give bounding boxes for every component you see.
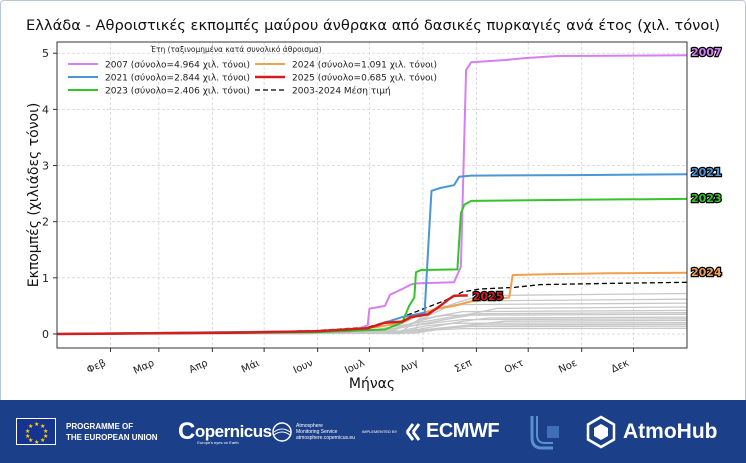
- y-tick-label: 2: [42, 216, 49, 229]
- eu-logo: ★ ★ ★ ★ ★ ★ ★ ★ ★ ★ PROGRAMME OF THE EUROPEAN …: [16, 400, 158, 463]
- series-end-label: 2023: [691, 192, 722, 205]
- eu-text-line2: THE EUROPEAN UNION: [66, 432, 158, 442]
- ams-line3: atmosphere.copernicus.eu: [296, 434, 355, 441]
- atmohub-logo: AtmoHub: [585, 400, 717, 463]
- x-tick-label: Αυγ: [399, 358, 421, 376]
- y-tick-label: 4: [42, 103, 49, 116]
- x-tick-label: Μαρ: [132, 358, 156, 377]
- institute-emblem-icon: [530, 415, 559, 449]
- y-tick-label: 1: [42, 272, 49, 285]
- legend-label: 2024 (σύνολο=1.091 χιλ. τόνοι): [292, 60, 437, 71]
- copernicus-c-glyph: C: [178, 417, 195, 445]
- copernicus-logo: C opernicus Europe's eyes on Earth: [178, 400, 272, 463]
- x-axis-label: Μήνας: [349, 376, 395, 392]
- series-end-label: 2024: [691, 266, 722, 279]
- eu-text-line1: PROGRAMME OF: [66, 421, 134, 431]
- institute-logo: [529, 400, 569, 463]
- ecmwf-wordmark: ECMWF: [426, 420, 500, 442]
- legend: Έτη (ταξινομημένα κατά συνολικό άθροισμα…: [68, 45, 437, 97]
- y-axis-label: Εκπομπές (χιλιάδες τόνοι): [26, 103, 42, 288]
- copernicus-wordmark: opernicus: [194, 421, 272, 441]
- x-tick-label: Οκτ: [503, 358, 526, 376]
- series-end-label: 2025: [473, 290, 504, 303]
- implemented-by-text: IMPLEMENTED BY: [362, 429, 398, 434]
- implemented-by-label: IMPLEMENTED BY: [362, 400, 397, 463]
- legend-label: 2021 (σύνολο=2.844 χιλ. τόνοι): [105, 73, 250, 84]
- y-tick-label: 3: [42, 160, 49, 173]
- legend-label: 2007 (σύνολο=4.964 χιλ. τόνοι): [105, 60, 250, 71]
- y-tick-label: 5: [42, 47, 49, 60]
- ecmwf-mark-icon: [405, 422, 421, 441]
- x-tick-label: Νοε: [557, 358, 579, 376]
- chart-title: Ελλάδα - Αθροιστικές εκπομπές μαύρου άνθ…: [26, 18, 720, 34]
- y-tick-label: 0: [42, 328, 49, 341]
- footer-banner: ★ ★ ★ ★ ★ ★ ★ ★ ★ ★ PROGRAMME OF THE EUROPEAN …: [0, 400, 746, 463]
- legend-label: 2003-2024 Μέση τιμή: [292, 86, 391, 97]
- legend-label: 2023 (σύνολο=2.406 χιλ. τόνοι): [105, 86, 250, 97]
- ams-globe-icon: [272, 421, 292, 442]
- series-line: [56, 294, 468, 336]
- ecmwf-logo: ECMWF: [404, 400, 500, 463]
- x-tick-label: Δεκ: [610, 358, 631, 376]
- x-tick-label: Απρ: [188, 358, 210, 376]
- ams-line1: Atmosphere: [296, 422, 323, 429]
- copernicus-tagline: Europe's eyes on Earth: [197, 440, 239, 445]
- series-end-label: 2007: [691, 46, 722, 59]
- x-tick-label: Σεπ: [453, 358, 474, 375]
- chart: 0 1 2 3 4 5 Φεβ Μαρ Απρ Μάι Ιουν Ιουλ Αυγ Σεπ Οκτ Νοε Δε…: [26, 18, 723, 392]
- series-end-label: 2021: [691, 166, 722, 179]
- legend-title: Έτη (ταξινομημένα κατά συνολικό άθροισμα…: [149, 45, 321, 54]
- ams-line2: Monitoring Service: [296, 428, 338, 435]
- background-year-line: [56, 327, 688, 335]
- ams-logo: Atmosphere Monitoring Service atmosphere…: [272, 400, 355, 463]
- legend-label: 2025 (σύνολο=0.685 χιλ. τόνοι): [292, 73, 437, 84]
- x-tick-label: Ιουλ: [343, 358, 367, 377]
- atmohub-hexagon-icon: [586, 415, 616, 448]
- atmohub-wordmark: AtmoHub: [623, 419, 718, 443]
- x-tick-label: Φεβ: [85, 358, 107, 376]
- series-line: [56, 197, 688, 335]
- eu-flag-icon: ★ ★ ★ ★ ★ ★ ★ ★ ★ ★: [16, 418, 56, 446]
- plot-border: [56, 41, 688, 349]
- x-tick-label: Ιουν: [292, 358, 316, 377]
- series-line: [56, 271, 688, 335]
- x-tick-label: Μάι: [239, 357, 261, 376]
